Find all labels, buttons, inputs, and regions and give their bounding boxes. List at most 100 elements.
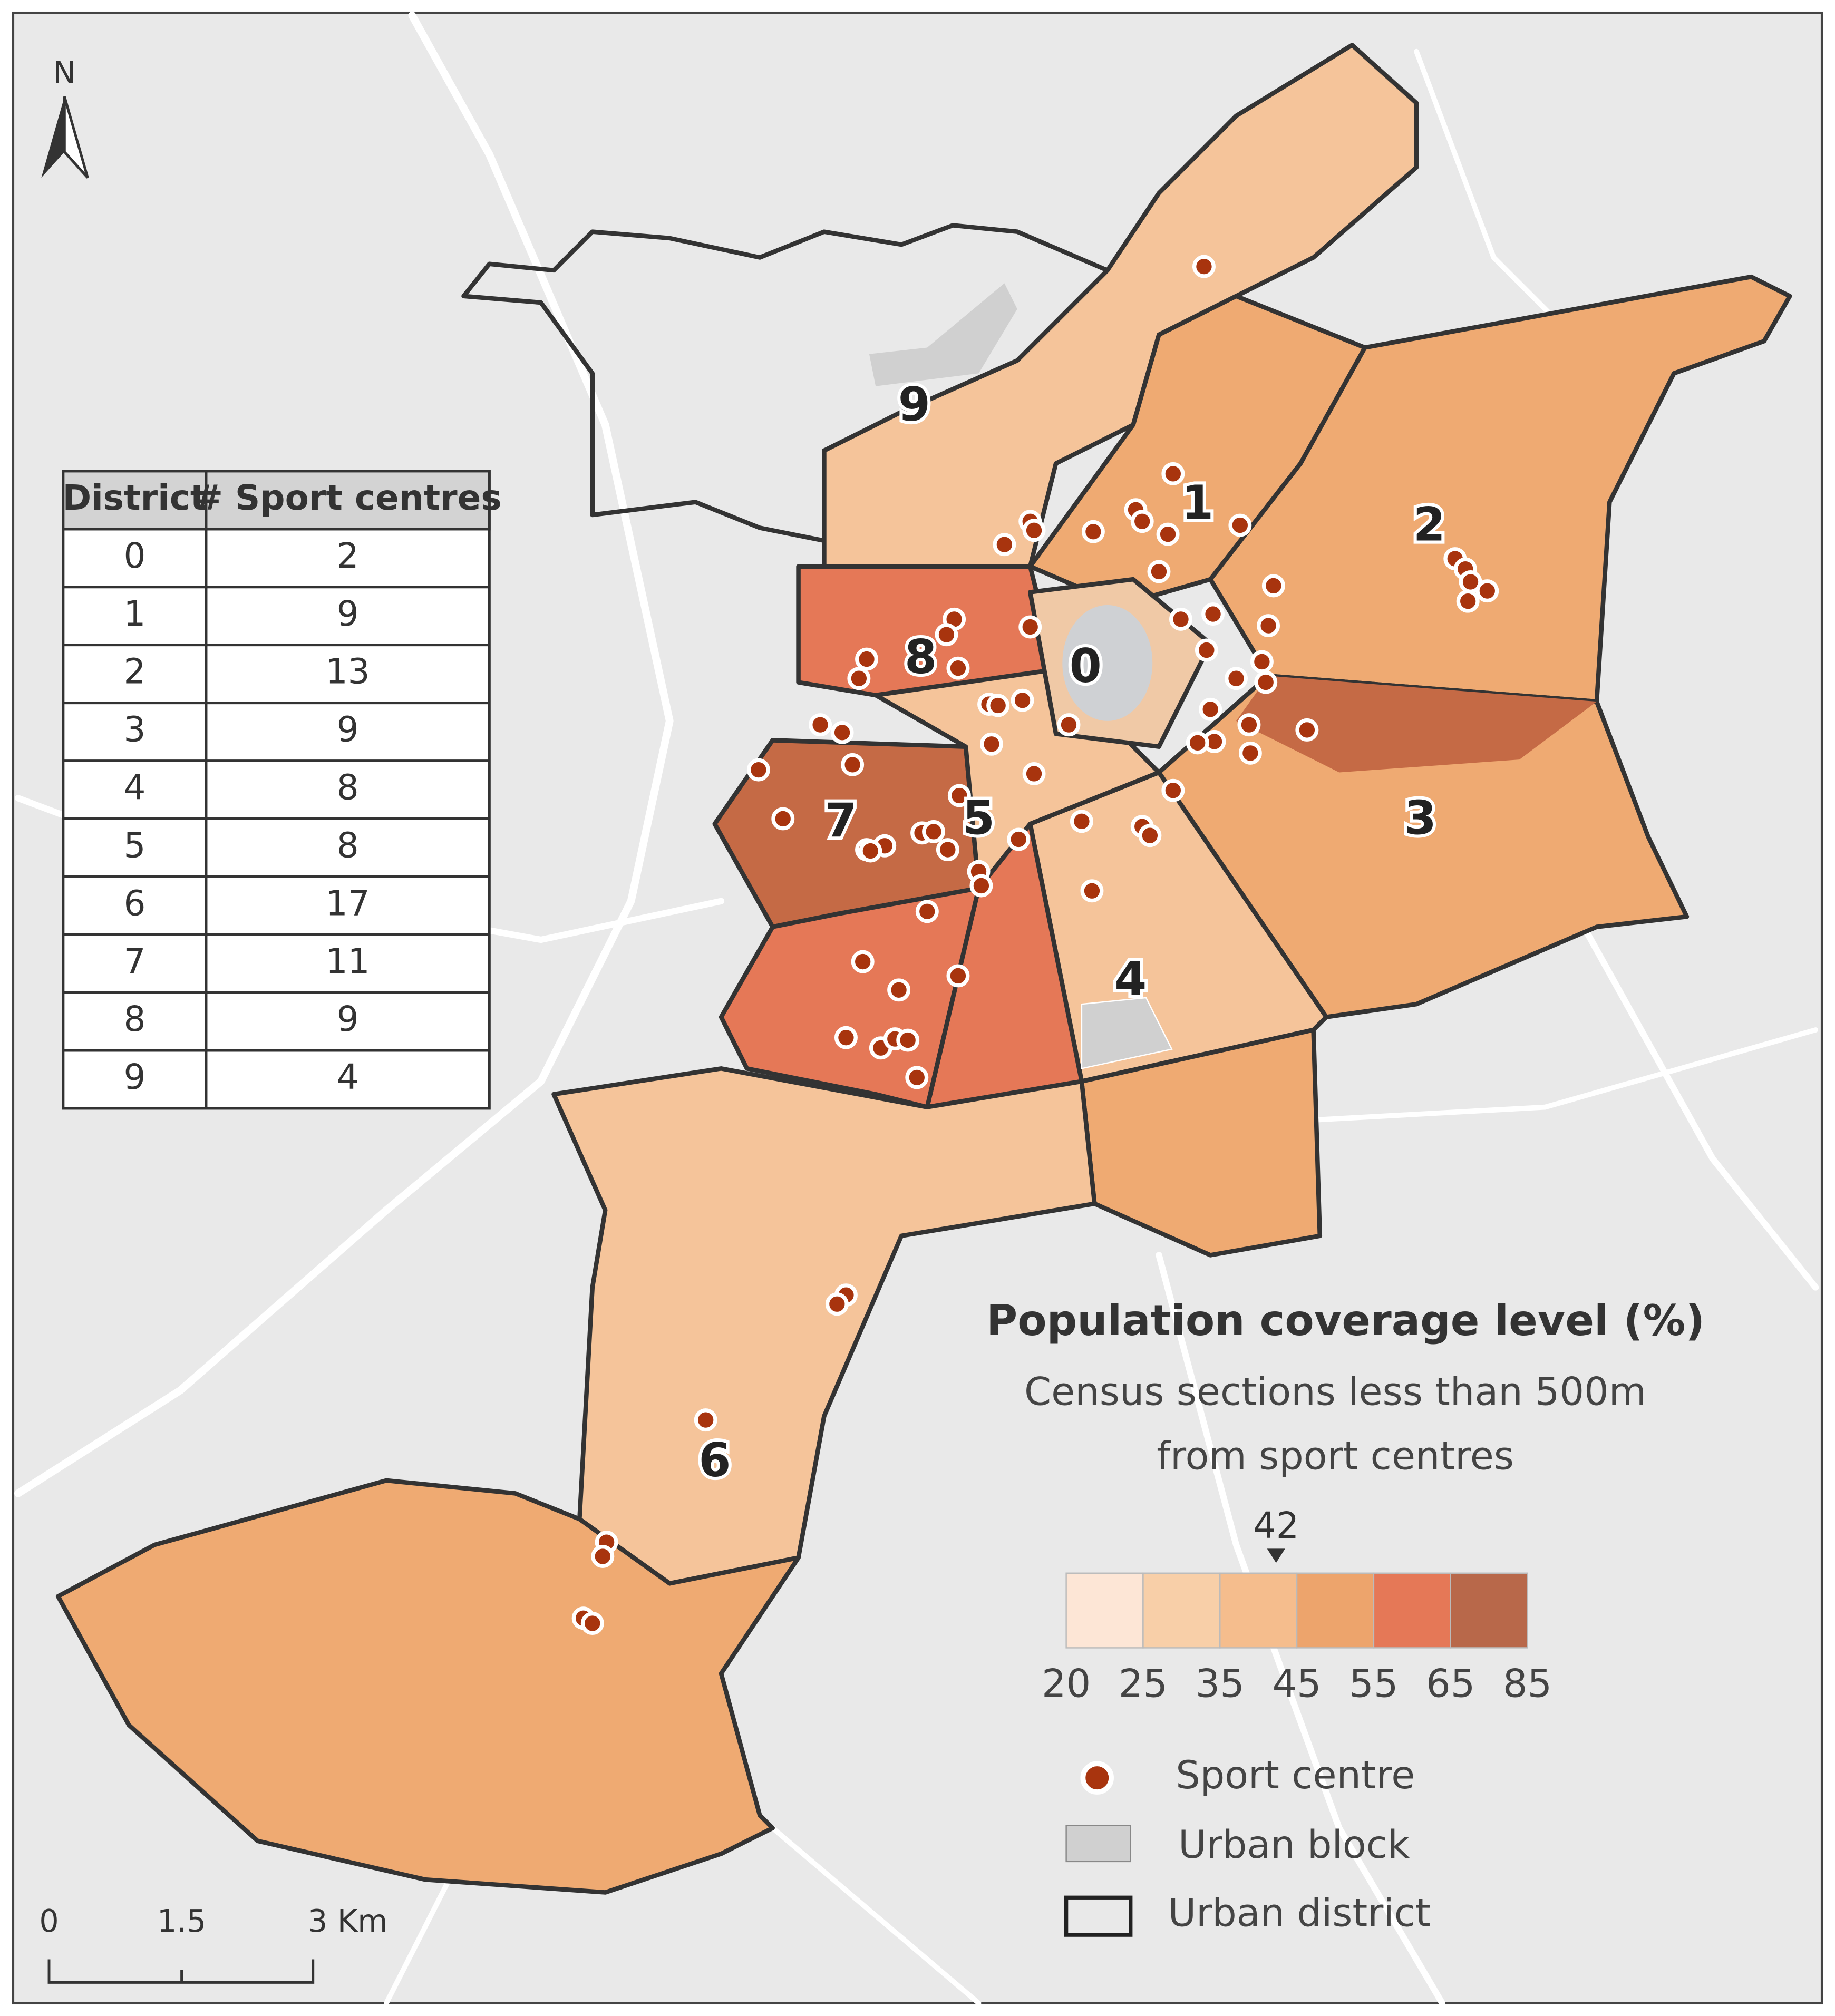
table-cell: 9 — [337, 709, 359, 750]
table-cell: 6 — [123, 883, 145, 923]
sport-centre — [1195, 638, 1218, 662]
sport-centre — [1261, 574, 1285, 598]
sport-centre — [1456, 589, 1480, 613]
sport-centre — [1022, 519, 1046, 542]
sport-centre — [1169, 607, 1192, 631]
sport-centre — [887, 978, 911, 1002]
sport-centre — [1161, 778, 1185, 802]
legend-marker — [1267, 1548, 1285, 1563]
sport-centre — [1237, 713, 1261, 737]
sport-centre — [1007, 827, 1031, 851]
legend-class — [1065, 1572, 1144, 1649]
sport-centre — [936, 838, 959, 862]
district-label: 9 — [898, 377, 930, 432]
legend-class — [1450, 1572, 1528, 1649]
district-label: 0 — [1070, 639, 1102, 693]
legend-class — [1373, 1572, 1451, 1649]
sport-centre — [834, 1026, 858, 1049]
sport-centre — [809, 713, 832, 737]
table-cell: 0 — [123, 535, 145, 576]
sport-centre — [922, 820, 946, 843]
district-label: 7 — [825, 793, 857, 848]
district-label: 1 — [1181, 475, 1213, 530]
legend-class — [1219, 1572, 1298, 1649]
sport-centre — [746, 758, 770, 782]
sport-centres — [571, 255, 1499, 1635]
arrow-right — [63, 96, 89, 179]
arrow-left — [41, 96, 65, 178]
sport-centre — [1161, 462, 1185, 485]
legend-item: Urban district — [1168, 1891, 1431, 1935]
legend-dot — [1080, 1761, 1114, 1795]
legend-block — [1065, 1825, 1131, 1863]
sport-centre — [1192, 255, 1216, 278]
sport-centre — [979, 732, 1003, 756]
table-cell: 9 — [337, 593, 359, 634]
sport-centre — [969, 874, 993, 898]
sport-centre — [947, 784, 971, 807]
legend-district — [1064, 1895, 1133, 1937]
sport-centre — [694, 1408, 717, 1432]
sport-centre — [825, 1292, 849, 1316]
legend-break: 85 — [1503, 1662, 1552, 1707]
sport-centre — [841, 753, 865, 776]
legend-title: Population coverage level (%) — [986, 1296, 1705, 1346]
legend-break: 25 — [1119, 1662, 1168, 1707]
sport-centre — [986, 694, 1010, 717]
table-header: District — [63, 478, 207, 518]
table-cell: 2 — [123, 651, 145, 692]
table-header-bg — [62, 470, 491, 531]
sport-centre — [1080, 879, 1104, 903]
legend-class — [1296, 1572, 1375, 1649]
sport-centre — [1130, 510, 1154, 533]
district-label: 5 — [963, 791, 995, 845]
sport-centre — [1011, 688, 1034, 712]
legend-item: Urban block — [1178, 1823, 1410, 1867]
sport-centre — [1250, 650, 1274, 674]
table-background — [62, 470, 491, 1110]
north-label: N — [53, 55, 76, 91]
scale-line — [47, 1959, 315, 1984]
legend-break: 65 — [1426, 1662, 1475, 1707]
urban-block — [1081, 997, 1173, 1069]
legend-subtitle: from sport centres — [1157, 1434, 1514, 1478]
sport-centre — [830, 720, 854, 744]
legend-class — [1142, 1572, 1221, 1649]
sport-centre — [1254, 670, 1278, 694]
sport-centre — [935, 623, 958, 647]
sport-centre — [1070, 810, 1093, 833]
legend-break: 45 — [1272, 1662, 1321, 1707]
districts — [55, 43, 1792, 1895]
scale-label: 3 Km — [308, 1903, 387, 1939]
table-cell: 7 — [123, 941, 145, 981]
sport-centre — [1238, 741, 1262, 765]
legend-subtitle: Census sections less than 500m — [1024, 1369, 1646, 1414]
sport-centre — [946, 656, 970, 680]
sport-centre — [851, 950, 875, 973]
legend-break: 55 — [1349, 1662, 1398, 1707]
sport-centre — [1022, 762, 1046, 785]
sport-centre — [591, 1545, 615, 1568]
district-table: District# Sport centres 0 2 1 9 2 13 3 9 4 8 5 8 6 17 7… — [62, 470, 502, 1110]
sport-centre — [1186, 731, 1209, 755]
table-cell: 3 — [123, 709, 145, 750]
table-cell: 8 — [337, 825, 359, 865]
table-cell: 2 — [337, 535, 359, 576]
sport-centre — [993, 533, 1016, 557]
urban-block — [1062, 605, 1153, 721]
table-cell: 17 — [326, 883, 370, 923]
sport-centre — [859, 839, 882, 863]
sport-centre — [1156, 522, 1180, 546]
sport-centre — [580, 1612, 604, 1635]
sport-centre — [1081, 520, 1105, 543]
table-cell: 5 — [123, 825, 145, 865]
legend-break: 20 — [1042, 1662, 1091, 1707]
sport-centre — [1475, 579, 1499, 603]
district-label: 4 — [1114, 952, 1147, 1006]
district-label: 6 — [698, 1433, 731, 1487]
scale-bar: 0 1.5 3 Km — [39, 1903, 387, 1984]
sport-centre — [1257, 614, 1280, 638]
legend-item: Sport centre — [1176, 1753, 1415, 1798]
legend: Population coverage level (%) Census sec… — [986, 1296, 1705, 1937]
